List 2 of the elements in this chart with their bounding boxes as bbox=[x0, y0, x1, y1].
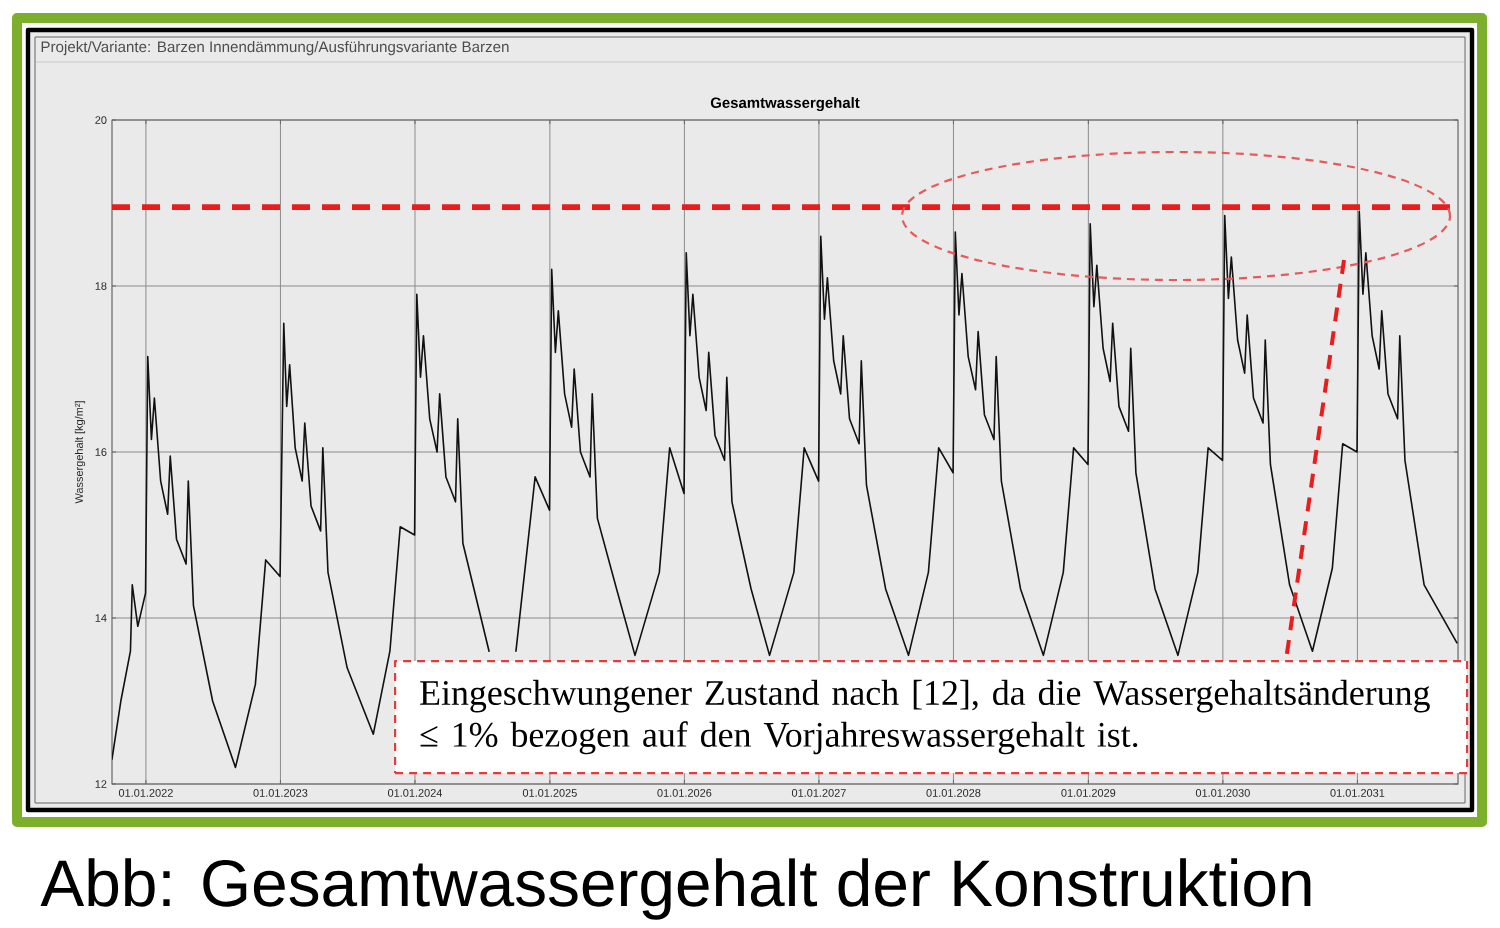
annotation: Eingeschwungener Zustand nach [12], da die Wassergehaltsänderung ≤ 1% bezogen auf den Vorjahreswassergehalt ist. bbox=[420, 679, 1430, 755]
text: Abb: Gesamtwassergehalt der Konstruktion bbox=[40, 858, 1311, 920]
